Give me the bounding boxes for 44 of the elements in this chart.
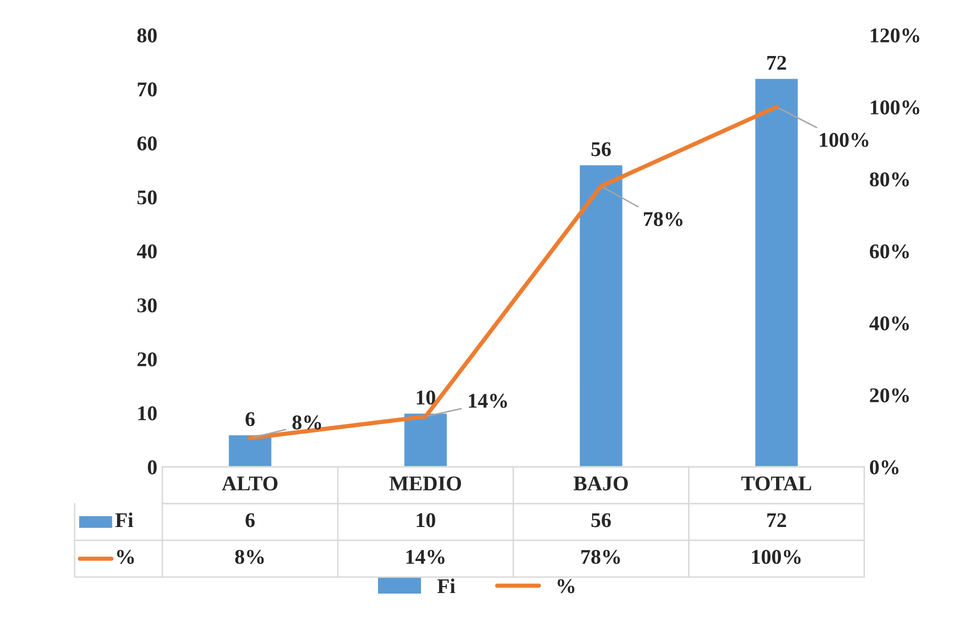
data-label: 56: [591, 513, 611, 528]
y-tick-label: 0: [148, 460, 157, 474]
bar: [754, 78, 800, 467]
bar: [227, 434, 273, 467]
bar: [578, 164, 624, 467]
text: 8%: [292, 415, 322, 430]
text: 78%: [644, 212, 682, 226]
text: 100%: [820, 132, 868, 148]
text: %: [117, 550, 134, 564]
y2-tick-label: 60%: [870, 244, 909, 258]
text: Fi: [437, 578, 456, 593]
data-label: 72: [767, 513, 786, 527]
y2-tick-label: 20%: [870, 388, 909, 402]
data-label: 8%: [235, 550, 264, 564]
text: 14%: [468, 394, 507, 408]
y-tick-label: 30: [137, 298, 157, 312]
y-tick-label: 80: [137, 28, 157, 42]
y-tick-label: 40: [136, 244, 157, 258]
text: 6: [246, 412, 255, 426]
x-tick-label: TOTAL: [741, 476, 812, 490]
text: 56: [591, 142, 611, 156]
legend-label: Fi: [115, 512, 134, 527]
data-label: 10: [416, 513, 436, 528]
data-label: 14%: [406, 550, 444, 564]
data-label: 100%: [752, 550, 801, 564]
x-tick-label: MEDIO: [389, 476, 462, 490]
y2-tick-label: 40%: [869, 316, 909, 330]
x-tick-label: ALTO: [222, 476, 278, 490]
y-tick-label: 10: [138, 406, 157, 420]
text: 72: [767, 56, 786, 70]
data-label: 6: [246, 513, 255, 528]
text: 10: [416, 390, 436, 405]
y-tick-label: 70: [138, 82, 157, 96]
y2-tick-label: 120%: [870, 28, 920, 43]
y-tick-label: 50: [137, 190, 157, 204]
y-tick-label: 60: [137, 136, 157, 150]
y2-tick-label: 0%: [870, 460, 898, 474]
y2-tick-label: 80%: [870, 172, 909, 186]
legend-label: %: [558, 579, 574, 594]
bar: [402, 412, 448, 467]
y2-tick-label: 100%: [870, 100, 920, 115]
y-tick-label: 20: [138, 352, 157, 366]
data-label: 78%: [581, 550, 620, 564]
x-tick-label: BAJO: [574, 476, 628, 490]
